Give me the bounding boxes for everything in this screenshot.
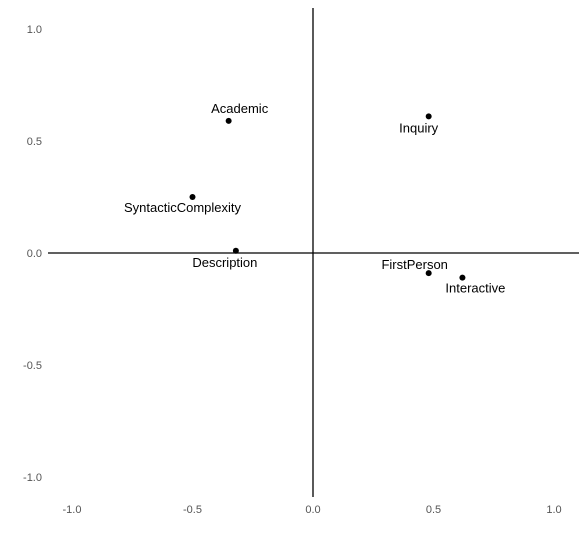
point-label: Academic: [211, 101, 269, 116]
y-axis-ticks: 1.0 0.5 0.0 -0.5 -1.0: [23, 24, 42, 484]
data-point: [232, 247, 239, 254]
x-tick-label: -1.0: [63, 504, 82, 516]
x-tick-label: -0.5: [183, 504, 202, 516]
data-points: [189, 113, 466, 281]
data-point: [425, 113, 432, 120]
point-label: FirstPerson: [381, 257, 447, 272]
reference-lines: [48, 8, 579, 497]
point-label: Inquiry: [399, 120, 439, 135]
data-point: [189, 194, 196, 200]
point-label: SyntacticComplexity: [124, 200, 242, 215]
x-tick-label: 0.5: [426, 504, 441, 516]
point-label: Interactive: [445, 281, 505, 296]
y-tick-label: 0.0: [27, 248, 42, 260]
point-labels: Academic Inquiry SyntacticComplexity Descri…: [124, 101, 505, 296]
x-tick-label: 1.0: [546, 504, 561, 516]
y-tick-label: 1.0: [27, 24, 42, 36]
y-tick-label: -1.0: [23, 472, 42, 484]
data-point: [459, 274, 466, 281]
x-tick-label: 0.0: [305, 504, 320, 516]
data-point: [425, 270, 432, 277]
data-point: [225, 117, 232, 124]
x-axis-ticks: -1.0 -0.5 0.0 0.5 1.0: [63, 504, 562, 516]
y-tick-label: -0.5: [23, 360, 42, 372]
y-tick-label: 0.5: [27, 136, 42, 148]
point-label: Description: [192, 255, 257, 270]
